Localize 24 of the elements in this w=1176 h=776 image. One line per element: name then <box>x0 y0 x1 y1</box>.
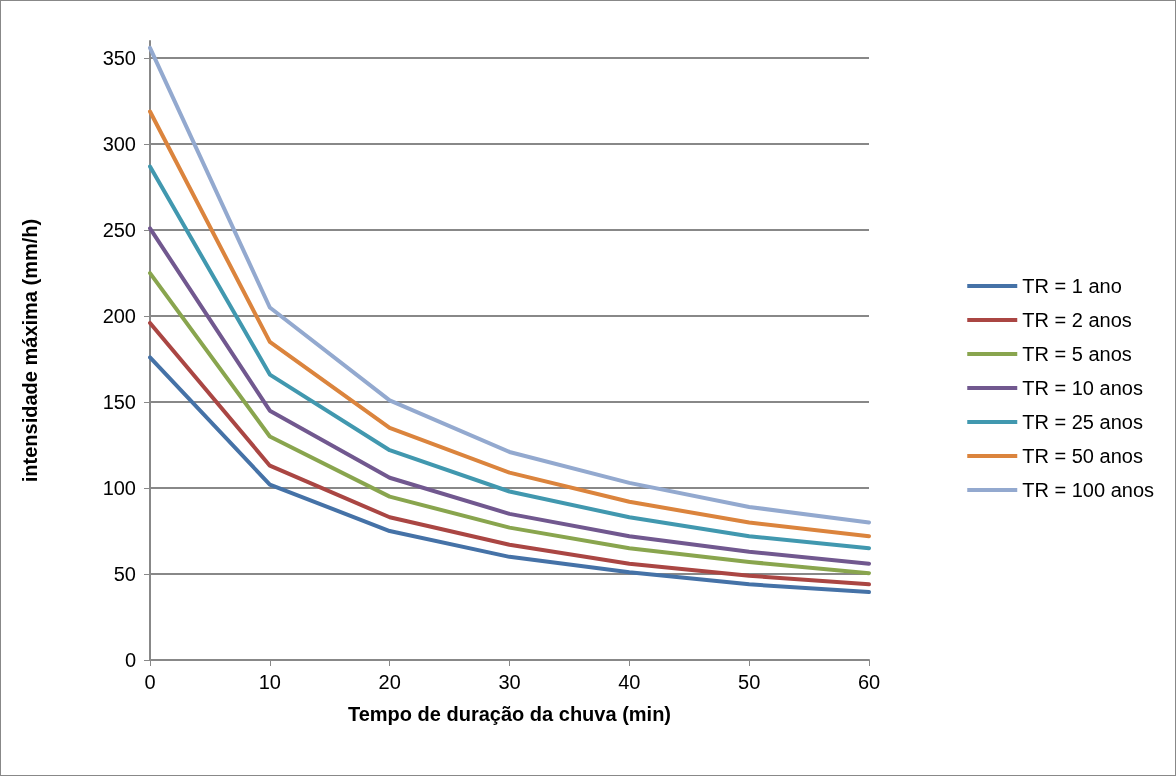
y-tick-label: 50 <box>113 563 136 586</box>
y-tick-label: 250 <box>102 219 136 242</box>
y-tick-label: 0 <box>124 649 136 671</box>
x-tick-label: 20 <box>378 671 401 693</box>
y-tick-label: 100 <box>102 477 136 500</box>
x-tick-label: 10 <box>258 671 281 693</box>
y-tick-label: 150 <box>102 391 136 414</box>
y-axis-title: intensidade máxima (mm/h) <box>19 218 41 483</box>
x-tick-label: 0 <box>144 671 156 693</box>
legend-label: TR = 5 anos <box>1022 343 1132 365</box>
x-tick-label: 40 <box>618 671 641 693</box>
y-tick-label: 200 <box>102 305 136 328</box>
legend-label: TR = 100 anos <box>1022 479 1154 501</box>
legend-label: TR = 10 anos <box>1022 377 1143 399</box>
legend-label: TR = 2 anos <box>1022 309 1132 331</box>
legend-label: TR = 25 anos <box>1022 411 1143 433</box>
x-axis-title: Tempo de duração da chuva (min) <box>347 703 672 725</box>
x-tick-label: 50 <box>738 671 761 693</box>
y-tick-label: 300 <box>102 133 136 156</box>
x-tick-label: 30 <box>498 671 521 693</box>
x-tick-label: 60 <box>857 671 881 693</box>
y-tick-label: 350 <box>102 47 136 70</box>
legend-label: TR = 50 anos <box>1022 445 1143 467</box>
legend-label: TR = 1 ano <box>1022 275 1122 297</box>
